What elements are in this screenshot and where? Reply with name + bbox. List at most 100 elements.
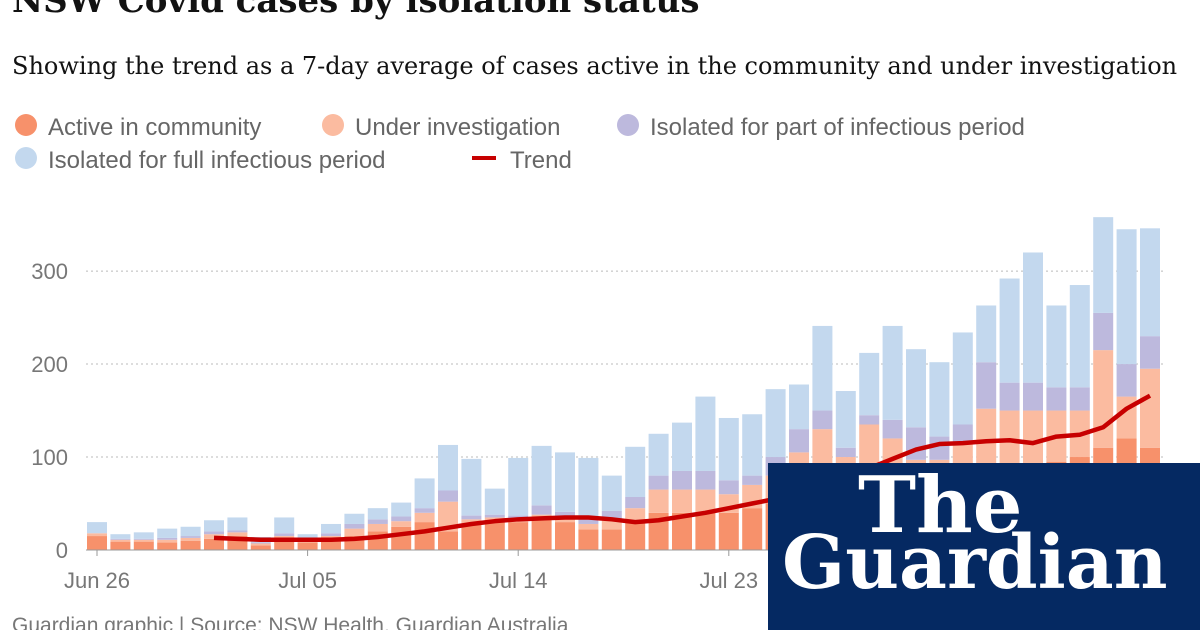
bar-segment (601, 520, 622, 530)
bar-segment (1116, 229, 1137, 365)
bar-segment (274, 533, 295, 537)
bar-segment (180, 536, 201, 538)
bar-segment (438, 490, 458, 502)
bar-segment (508, 522, 529, 550)
logo-text: The (858, 460, 1022, 551)
bar-segment (1046, 305, 1067, 388)
bar-segment (859, 415, 880, 425)
bar-segment (531, 445, 552, 506)
y-tick-label: 200 (31, 352, 68, 377)
bar-segment (625, 497, 646, 509)
bar-segment (180, 526, 201, 537)
bar-segment (133, 538, 154, 540)
bar-segment (157, 537, 178, 540)
bar-segment (648, 475, 669, 490)
bar-segment (555, 522, 575, 550)
bar-segment (1116, 364, 1137, 397)
bar-segment (321, 533, 341, 537)
bar-segment (367, 523, 388, 532)
logo-box (768, 463, 1200, 630)
bar-segment (601, 510, 622, 521)
bar-segment (461, 515, 482, 520)
bar-segment (1069, 387, 1090, 411)
bar-segment (789, 384, 809, 430)
bar-segment (1093, 217, 1114, 313)
x-tick-label: Jul 05 (278, 568, 337, 593)
legend-label: Trend (510, 147, 572, 174)
bar-segment (601, 529, 622, 550)
source: Guardian graphic | Source: NSW Health, G… (12, 614, 569, 630)
bar-segment (344, 528, 365, 537)
bar-segment (718, 417, 739, 481)
bar-segment (672, 512, 692, 550)
bar-segment (1140, 368, 1160, 448)
bar-segment (742, 414, 763, 476)
legend-swatch (15, 147, 37, 169)
bar-segment (1140, 228, 1160, 337)
bar-segment (648, 433, 669, 476)
bar-segment (835, 447, 856, 458)
bar-segment (461, 458, 482, 516)
y-tick-label: 100 (31, 445, 68, 470)
bar-segment (297, 542, 318, 550)
bar-segment (999, 382, 1020, 411)
x-tick-label: Jun 26 (64, 568, 130, 593)
bar-segment (484, 517, 505, 521)
bar-segment (765, 389, 786, 458)
bar-segment (484, 520, 505, 550)
bar-segment (578, 523, 599, 530)
bar-segment (812, 410, 833, 430)
bar-segment (1140, 336, 1160, 369)
legend-swatch (15, 114, 37, 136)
bar-segment (1069, 285, 1090, 388)
bar-segment (414, 478, 435, 509)
bar-segment (133, 532, 154, 539)
bar-segment (976, 305, 997, 363)
bar-segment (578, 529, 599, 550)
bar-segment (929, 362, 950, 437)
bar-segment (157, 542, 178, 550)
bar-segment (414, 508, 435, 513)
bar-segment (438, 444, 458, 491)
logo-text: Guardian (782, 520, 1168, 606)
bar-segment (133, 539, 154, 542)
bar-segment (274, 538, 295, 550)
bar-segment (508, 457, 529, 516)
legend-swatch (322, 114, 344, 136)
bar-segment (367, 519, 388, 524)
bar-segment (882, 325, 903, 420)
x-tick-label: Jul 23 (699, 568, 758, 593)
bar-segment (133, 541, 154, 550)
bar-segment (742, 475, 763, 485)
chart-title: NSW Covid cases by isolation status (12, 0, 700, 21)
bar-segment (461, 523, 482, 550)
bar-segment (625, 446, 646, 498)
bar-segment (227, 530, 248, 533)
bar-segment (672, 470, 692, 490)
bar-segment (344, 513, 365, 524)
bar-segment (578, 457, 599, 520)
bar-segment (321, 523, 341, 534)
bar-segment (484, 514, 505, 518)
bar-segment (414, 512, 435, 523)
bar-segment (672, 489, 692, 513)
legend-label: Isolated for full infectious period (48, 147, 386, 174)
bar-segment (274, 536, 295, 539)
bar-segment (321, 540, 341, 550)
bar-segment (695, 512, 716, 550)
bar-segment (110, 541, 131, 550)
bar-segment (484, 488, 505, 515)
bar-segment (250, 542, 271, 544)
bar-segment (812, 325, 833, 411)
bar-segment (555, 517, 575, 523)
bar-segment (859, 352, 880, 416)
bar-segment (110, 538, 131, 540)
bar-segment (297, 534, 318, 538)
bar-segment (555, 511, 575, 518)
legend-label: Isolated for part of infectious period (650, 114, 1025, 141)
bar-segment (110, 539, 131, 542)
bar-segment (391, 526, 412, 550)
bar-segment (1023, 382, 1043, 411)
bar-segment (204, 531, 224, 535)
bar-segment (157, 539, 178, 543)
